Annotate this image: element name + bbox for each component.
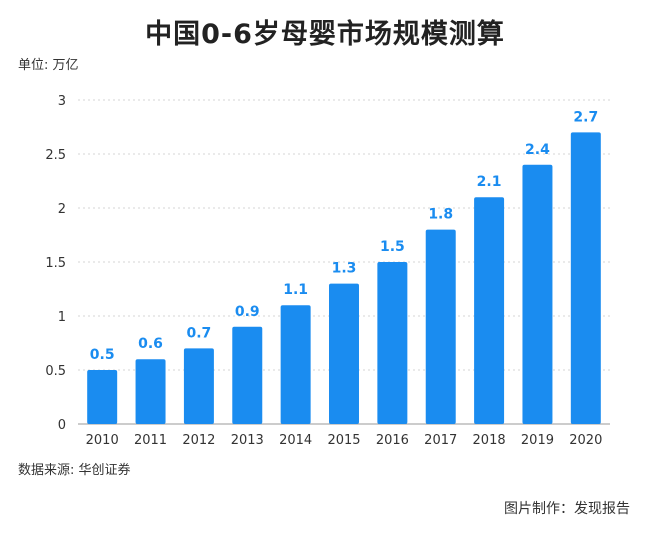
data-label: 0.9 bbox=[235, 304, 260, 320]
data-labels: 0.5 0.6 0.7 0.9 1.1 1.3 1.5 1.8 2.1 2.4 2.7 bbox=[90, 109, 598, 363]
data-label: 2.1 bbox=[477, 174, 502, 190]
data-label: 1.3 bbox=[332, 261, 357, 277]
x-axis-ticks: 2010 2011 2012 2013 2014 2015 2016 2017 2018 2019… bbox=[86, 433, 603, 448]
x-tick-label: 2011 bbox=[134, 433, 167, 448]
x-tick-label: 2018 bbox=[473, 433, 506, 448]
chart-title: 中国0-6岁母婴市场规模测算 bbox=[145, 19, 505, 50]
source-note: 数据来源: 华创证券 bbox=[18, 463, 131, 478]
bar-2019 bbox=[522, 164, 553, 425]
data-label: 2.7 bbox=[573, 109, 598, 125]
bar-2011 bbox=[135, 359, 166, 424]
bar-2012 bbox=[183, 348, 214, 424]
bar-2013 bbox=[232, 326, 263, 424]
x-tick-label: 2012 bbox=[182, 433, 215, 448]
bar-2016 bbox=[377, 262, 408, 424]
y-axis-ticks: 0 0.5 1 1.5 2 2.5 3 bbox=[45, 94, 66, 433]
data-label: 1.1 bbox=[283, 282, 308, 298]
data-label: 0.6 bbox=[138, 336, 163, 352]
bar-2018 bbox=[474, 197, 505, 424]
x-tick-label: 2017 bbox=[424, 433, 457, 448]
y-tick-label: 2.5 bbox=[45, 148, 66, 163]
bar-2020 bbox=[570, 132, 601, 424]
y-tick-label: 1.5 bbox=[45, 256, 66, 271]
data-label: 2.4 bbox=[525, 142, 550, 158]
bar-2017 bbox=[425, 229, 456, 424]
x-tick-label: 2013 bbox=[231, 433, 264, 448]
data-label: 1.8 bbox=[428, 207, 453, 223]
bar-2010 bbox=[87, 370, 118, 424]
bars bbox=[87, 132, 601, 425]
y-tick-label: 2 bbox=[58, 202, 66, 217]
unit-label: 单位: 万亿 bbox=[18, 58, 79, 73]
data-label: 0.7 bbox=[187, 325, 212, 341]
credit-note: 图片制作：发现报告 bbox=[504, 501, 630, 517]
x-tick-label: 2014 bbox=[279, 433, 312, 448]
data-label: 0.5 bbox=[90, 347, 115, 363]
bar-2015 bbox=[329, 283, 359, 424]
data-label: 1.5 bbox=[380, 239, 405, 255]
x-tick-label: 2010 bbox=[86, 433, 119, 448]
bar-2014 bbox=[280, 305, 311, 424]
x-tick-label: 2019 bbox=[521, 433, 554, 448]
x-tick-label: 2020 bbox=[569, 433, 602, 448]
y-tick-label: 3 bbox=[58, 94, 66, 109]
y-tick-label: 0 bbox=[58, 418, 66, 433]
y-tick-label: 0.5 bbox=[45, 364, 66, 379]
y-tick-label: 1 bbox=[58, 310, 66, 325]
x-tick-label: 2015 bbox=[327, 433, 360, 448]
x-tick-label: 2016 bbox=[376, 433, 409, 448]
